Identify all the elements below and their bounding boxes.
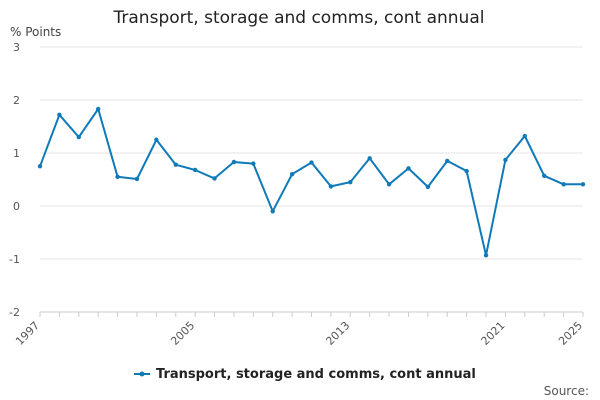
- data-point[interactable]: [522, 133, 528, 139]
- x-tick-label: 2021: [479, 319, 508, 348]
- data-point[interactable]: [406, 166, 411, 171]
- data-point[interactable]: [192, 167, 198, 173]
- data-point[interactable]: [37, 164, 43, 169]
- data-point[interactable]: [173, 162, 178, 167]
- data-point[interactable]: [367, 156, 372, 161]
- y-tick-label: 0: [13, 200, 20, 213]
- y-tick-label: 1: [13, 147, 20, 160]
- series-line-0: [39, 108, 583, 257]
- data-point[interactable]: [231, 159, 237, 165]
- data-point[interactable]: [445, 158, 450, 164]
- x-tick-label: 2013: [323, 319, 352, 348]
- data-point[interactable]: [289, 172, 295, 177]
- data-point[interactable]: [464, 168, 469, 174]
- data-point[interactable]: [348, 179, 353, 185]
- data-point[interactable]: [76, 134, 81, 140]
- chart-title: Transport, storage and comms, cont annua…: [113, 8, 485, 28]
- data-point[interactable]: [251, 161, 256, 166]
- x-tick-label: 2005: [168, 319, 197, 348]
- data-point[interactable]: [95, 106, 101, 112]
- data-point[interactable]: [425, 184, 431, 190]
- y-tick-label: 3: [13, 41, 20, 54]
- legend[interactable]: Transport, storage and comms, cont annua…: [134, 367, 476, 382]
- source-text: Source:: [544, 384, 589, 398]
- legend-marker-dot: [139, 371, 145, 377]
- data-point[interactable]: [57, 112, 62, 118]
- data-point[interactable]: [580, 182, 586, 187]
- data-point[interactable]: [134, 176, 140, 182]
- data-point[interactable]: [154, 137, 159, 142]
- data-point[interactable]: [483, 253, 489, 258]
- data-point[interactable]: [115, 174, 120, 180]
- series-group: [37, 106, 586, 258]
- y-tick-labels: -2 -1 0 1 2 3: [9, 41, 20, 319]
- data-point[interactable]: [212, 176, 217, 181]
- data-point[interactable]: [328, 184, 334, 189]
- y-axis-label: % Points: [10, 25, 61, 39]
- data-point[interactable]: [386, 182, 392, 187]
- data-point[interactable]: [542, 173, 547, 178]
- legend-label: Transport, storage and comms, cont annua…: [156, 367, 476, 382]
- y-tick-label: -1: [9, 253, 20, 266]
- x-tick-labels: 1997 2005 2013 2021 2025: [13, 311, 585, 348]
- x-tick-label: 1997: [13, 319, 42, 348]
- data-point[interactable]: [561, 182, 566, 187]
- y-tick-label: 2: [13, 94, 20, 107]
- x-tick-label: 2025: [556, 319, 585, 348]
- y-tick-label: -2: [9, 306, 20, 319]
- data-point[interactable]: [270, 209, 275, 214]
- data-point[interactable]: [503, 157, 508, 163]
- data-point[interactable]: [309, 160, 314, 165]
